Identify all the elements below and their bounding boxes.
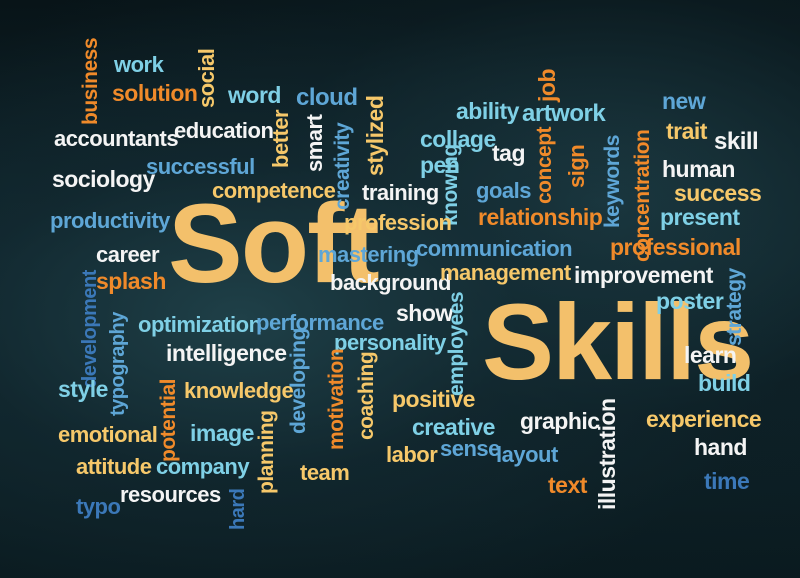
word-background: background <box>330 270 451 295</box>
word-soft: Soft <box>168 181 380 306</box>
word-image: image <box>190 420 254 446</box>
word-success: success <box>674 180 762 206</box>
word-relationship: relationship <box>478 204 603 230</box>
word-learn: learn <box>684 342 737 368</box>
word-sociology: sociology <box>52 166 155 192</box>
word-goals: goals <box>476 178 531 203</box>
word-concept: concept <box>533 126 556 204</box>
word-present: present <box>660 204 740 230</box>
word-motivation: motivation <box>325 348 348 450</box>
word-text: text <box>548 472 587 498</box>
word-show: show <box>396 300 453 326</box>
word-profession: profession <box>344 210 452 235</box>
word-time: time <box>704 468 750 494</box>
word-personality: personality <box>334 330 446 355</box>
word-poster: poster <box>656 288 724 314</box>
word-work: work <box>114 52 164 77</box>
word-collage: collage <box>420 126 496 152</box>
word-training: training <box>362 180 439 205</box>
word-resources: resources <box>120 482 221 507</box>
word-employees: employees <box>445 291 468 396</box>
word-skills: Skills <box>482 281 754 402</box>
word-build: build <box>698 370 751 396</box>
word-layout: layout <box>496 442 558 467</box>
word-optimization: optimization <box>138 312 262 337</box>
word-social: social <box>194 48 219 108</box>
word-labor: labor <box>386 442 438 467</box>
word-artwork: artwork <box>522 100 606 127</box>
word-accountants: accountants <box>54 126 179 151</box>
word-mastering: mastering <box>318 242 419 267</box>
word-trait: trait <box>666 118 707 144</box>
word-new: new <box>662 88 706 114</box>
word-illustration: illustration <box>594 398 620 510</box>
word-word: word <box>228 82 281 108</box>
word-hand: hand <box>694 434 747 460</box>
word-business: business <box>79 37 102 125</box>
word-style: style <box>58 376 108 402</box>
word-graphic: graphic <box>520 408 600 434</box>
word-development: development <box>79 270 101 388</box>
word-successful: successful <box>146 154 255 179</box>
word-performance: performance <box>256 310 384 335</box>
word-developing: developing <box>287 328 310 434</box>
word-creative: creative <box>412 414 495 440</box>
word-splash: splash <box>96 268 166 294</box>
word-professional: professional <box>610 234 741 260</box>
word-productivity: productivity <box>50 208 170 233</box>
word-job: job <box>534 69 560 102</box>
word-communication: communication <box>416 236 573 261</box>
word-intelligence: intelligence <box>166 340 287 366</box>
word-competence: competence <box>212 178 336 203</box>
word-sign: sign <box>564 144 589 188</box>
word-tag: tag <box>492 140 526 166</box>
word-skill-h: skill <box>714 128 759 155</box>
word-knowledge: knowledge <box>184 378 294 403</box>
word-cloud-text: cloud <box>296 84 358 111</box>
word-education: education <box>174 118 274 143</box>
word-potential: potential <box>157 379 180 462</box>
word-strategy: strategy <box>723 268 746 346</box>
word-smart: smart <box>302 114 327 172</box>
word-typo: typo <box>76 494 121 519</box>
word-career: career <box>96 242 160 267</box>
word-company: company <box>156 454 250 479</box>
word-attitude: attitude <box>76 454 152 479</box>
word-planning: planning <box>255 410 278 495</box>
word-ability: ability <box>456 98 519 124</box>
word-better: better <box>268 109 293 168</box>
word-improvement: improvement <box>574 262 713 288</box>
word-team: team <box>300 460 350 485</box>
word-experience: experience <box>646 406 762 432</box>
word-positive: positive <box>392 386 475 412</box>
word-human: human <box>662 156 735 182</box>
word-solution: solution <box>112 80 198 106</box>
word-typography: typography <box>107 312 129 416</box>
word-management: management <box>440 260 571 285</box>
word-stylized: stylized <box>362 95 388 176</box>
word-hard: hard <box>227 488 249 530</box>
word-keywords: keywords <box>601 135 624 228</box>
word-pen: pen <box>420 152 460 178</box>
word-emotional: emotional <box>58 422 158 447</box>
word-coaching: coaching <box>355 351 378 440</box>
word-sense: sense <box>440 436 500 461</box>
